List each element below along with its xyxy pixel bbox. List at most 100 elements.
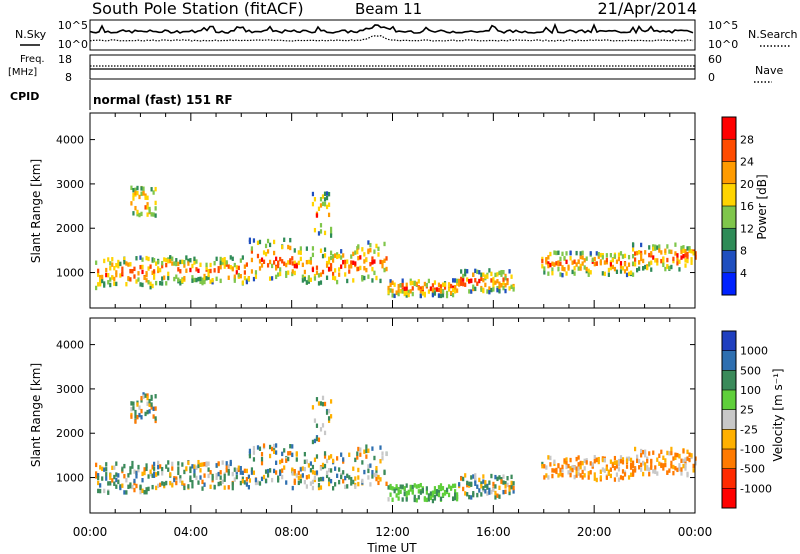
echo-cell	[413, 281, 416, 286]
echo-cell	[480, 276, 483, 281]
echo-cell	[389, 279, 392, 284]
echo-cell	[431, 292, 435, 298]
echo-cell	[248, 237, 252, 243]
echo-cell	[652, 450, 655, 455]
echo-cell	[504, 276, 507, 281]
echo-cell	[581, 460, 584, 466]
echo-cell	[344, 484, 347, 490]
echo-cell	[299, 246, 302, 251]
echo-cell	[321, 476, 325, 482]
echo-cell	[277, 475, 280, 480]
echo-cell	[325, 470, 329, 476]
echo-cell	[273, 260, 276, 265]
echo-cell	[589, 251, 592, 256]
echo-cell	[157, 460, 160, 466]
echo-cell	[694, 456, 697, 461]
echo-cell	[336, 254, 339, 260]
echo-cell	[107, 280, 110, 285]
echo-cell	[171, 461, 174, 467]
echo-cell	[593, 476, 596, 481]
echo-cell	[152, 406, 155, 412]
echo-cell	[187, 484, 190, 489]
echo-cell	[148, 409, 151, 414]
echo-cell	[258, 481, 262, 486]
echo-cell	[510, 284, 513, 290]
echo-cell	[233, 278, 236, 283]
echo-cell	[431, 283, 435, 288]
echo-cell	[231, 485, 234, 491]
echo-cell	[597, 456, 600, 462]
echo-cell	[307, 275, 310, 280]
echo-cell	[367, 274, 370, 279]
echo-cell	[357, 475, 360, 480]
echo-cell	[131, 460, 134, 466]
echo-cell	[547, 261, 550, 266]
echo-cell	[241, 255, 244, 260]
echo-cell	[157, 268, 160, 274]
echo-cell	[327, 455, 331, 460]
echo-cell	[295, 264, 298, 269]
echo-cell	[389, 282, 392, 288]
echo-cell	[130, 185, 133, 190]
echo-cell	[303, 277, 306, 282]
cpid-panel: CPID normal (fast) 151 RF	[10, 80, 233, 110]
echo-cell	[577, 462, 580, 467]
echo-cell	[325, 410, 329, 415]
echo-cell	[595, 477, 598, 483]
echo-cell	[154, 186, 157, 192]
echo-cell	[129, 268, 132, 274]
echo-cell	[327, 477, 331, 482]
echo-cell	[633, 468, 637, 473]
echo-cell	[680, 458, 683, 463]
echo-cell	[293, 469, 296, 474]
echo-cell	[154, 418, 157, 424]
echo-cell	[137, 271, 140, 276]
echo-cell	[317, 482, 321, 488]
echo-cell	[161, 263, 164, 269]
echo-cell	[417, 285, 420, 291]
echo-cell	[488, 268, 491, 273]
echo-cell	[356, 249, 359, 255]
echo-cell	[373, 455, 376, 461]
echo-cell	[559, 272, 562, 277]
echo-cell	[488, 289, 491, 295]
echo-cell	[113, 465, 116, 470]
echo-cell	[101, 476, 104, 481]
echo-cell	[421, 285, 424, 291]
echo-cell	[510, 485, 513, 490]
echo-cell	[117, 264, 120, 269]
echo-cell	[327, 256, 331, 262]
echo-cell	[413, 483, 416, 488]
echo-cell	[569, 472, 572, 478]
echo-cell	[458, 282, 461, 287]
echo-cell	[454, 483, 457, 488]
colorbar-swatch	[722, 139, 736, 162]
echo-cell	[201, 280, 204, 286]
echo-cell	[159, 464, 162, 469]
echo-cell	[139, 264, 142, 270]
echo-cell	[369, 463, 372, 468]
echo-cell	[676, 261, 679, 266]
echo-cell	[464, 473, 467, 478]
echo-cell	[636, 267, 639, 273]
echo-cell	[136, 209, 139, 215]
echo-cell	[99, 274, 102, 280]
echo-cell	[275, 274, 278, 280]
x-tick-label: 08:00	[274, 525, 309, 539]
echo-cell	[134, 419, 137, 424]
echo-cell	[638, 260, 641, 265]
echo-cell	[484, 489, 487, 494]
echo-cell	[134, 190, 137, 196]
echo-cell	[193, 277, 196, 283]
echo-cell	[209, 484, 212, 489]
echo-cell	[411, 280, 414, 286]
echo-cell	[482, 277, 485, 283]
echo-cell	[336, 456, 339, 461]
echo-cell	[229, 255, 232, 260]
echo-cell	[311, 246, 315, 251]
echo-cell	[684, 463, 687, 468]
echo-cell	[502, 480, 505, 485]
echo-cell	[629, 465, 633, 470]
echo-cell	[250, 470, 254, 475]
echo-cell	[585, 266, 588, 272]
